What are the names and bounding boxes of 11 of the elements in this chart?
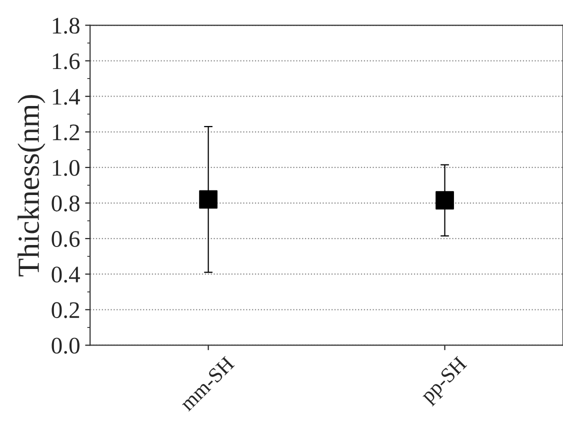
y-axis-title: Thickness(nm)	[18, 94, 46, 276]
y-tick-label: 0.2	[52, 302, 80, 318]
y-tick-label: 0.4	[52, 266, 80, 283]
text: 1.0	[52, 160, 80, 176]
y-tick-label: 0.8	[52, 196, 80, 212]
y-tick-label: 1.6	[52, 53, 80, 70]
y-tick-label: 0.6	[52, 231, 80, 248]
y-tick-label: 1.2	[52, 124, 80, 140]
y-tick-label: 1.8	[52, 18, 80, 34]
y-tick-label: 1.4	[52, 88, 80, 105]
text: 0.0	[52, 338, 80, 354]
